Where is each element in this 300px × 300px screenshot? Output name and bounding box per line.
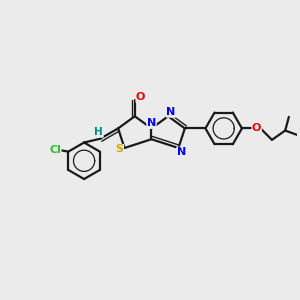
Text: S: S <box>116 145 124 154</box>
Text: Cl: Cl <box>49 145 61 155</box>
Text: N: N <box>147 118 156 128</box>
Text: H: H <box>94 127 103 137</box>
Text: O: O <box>252 123 261 134</box>
Text: O: O <box>136 92 146 102</box>
Text: N: N <box>167 107 176 117</box>
Text: N: N <box>177 147 186 157</box>
